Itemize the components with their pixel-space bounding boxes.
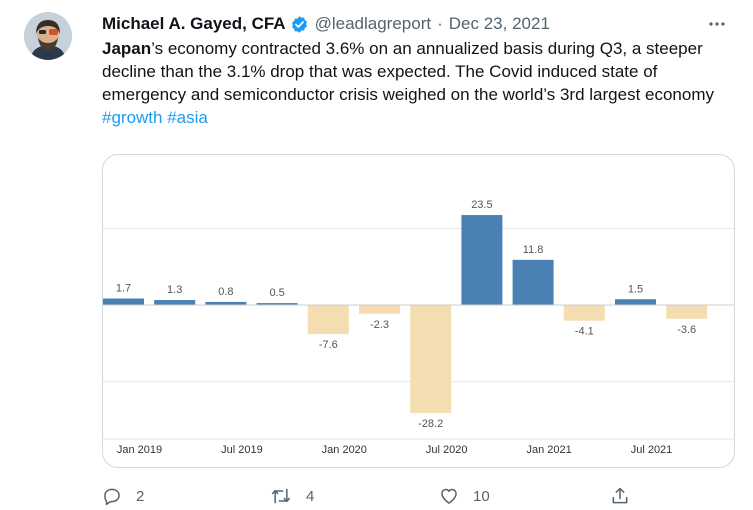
bar-value-label: -2.3 bbox=[370, 319, 389, 331]
bar bbox=[461, 215, 503, 305]
author-handle[interactable]: @leadlagreport bbox=[314, 14, 432, 33]
x-tick-label: Jul 2021 bbox=[631, 444, 673, 456]
author-name[interactable]: Michael A. Gayed, CFA bbox=[102, 14, 286, 33]
bar bbox=[359, 305, 400, 314]
heart-icon bbox=[441, 488, 457, 504]
x-tick-label: Jul 2019 bbox=[221, 444, 263, 456]
reply-icon bbox=[104, 488, 120, 506]
bar-value-label: 0.8 bbox=[218, 286, 233, 298]
bar-value-label: 11.8 bbox=[523, 244, 544, 256]
tweet-text: Japan’s economy contracted 3.6% on an an… bbox=[102, 37, 742, 129]
media-card[interactable]: 1.7 1.3 0.8 0.5 -7.6 -2.3 -28.2 23.5 11.8 -4.1 1.5… bbox=[102, 154, 735, 468]
bar-value-label: 1.5 bbox=[628, 283, 643, 295]
bar bbox=[615, 299, 656, 305]
more-options-icon[interactable] bbox=[707, 14, 727, 39]
tweet-header: Michael A. Gayed, CFA @leadlagreport · D… bbox=[102, 12, 733, 36]
bar bbox=[256, 303, 298, 305]
bar bbox=[410, 305, 452, 413]
x-tick-label: Jan 2019 bbox=[117, 444, 162, 456]
bar-value-label: -7.6 bbox=[319, 339, 338, 351]
bar-value-label: 0.5 bbox=[269, 287, 284, 299]
bar-value-label: 1.7 bbox=[116, 282, 131, 294]
avatar-image bbox=[24, 12, 72, 60]
hashtag-growth[interactable]: #growth bbox=[102, 108, 163, 127]
bar bbox=[103, 298, 144, 305]
bar-value-label: 1.3 bbox=[167, 284, 182, 296]
hashtag-asia[interactable]: #asia bbox=[167, 108, 208, 127]
x-tick-label: Jan 2021 bbox=[526, 444, 571, 456]
share-icon bbox=[612, 487, 628, 504]
separator-dot: · bbox=[437, 14, 443, 33]
bar bbox=[154, 300, 196, 305]
tweet-date[interactable]: Dec 23, 2021 bbox=[448, 14, 550, 33]
avatar[interactable] bbox=[24, 12, 72, 60]
bar bbox=[563, 305, 605, 321]
share-button[interactable] bbox=[610, 486, 630, 506]
like-count: 10 bbox=[473, 487, 490, 505]
reply-button[interactable]: 2 bbox=[102, 486, 144, 506]
like-button[interactable]: 10 bbox=[439, 486, 490, 506]
bar bbox=[666, 305, 708, 319]
x-tick-label: Jul 2020 bbox=[426, 444, 468, 456]
verified-badge-icon bbox=[290, 15, 309, 34]
bar bbox=[205, 301, 247, 305]
tweet-actions: 2 4 10 bbox=[102, 486, 642, 510]
retweet-icon bbox=[271, 488, 291, 504]
bar-value-label: -3.6 bbox=[677, 324, 696, 336]
bar-value-label: -28.2 bbox=[418, 418, 443, 430]
tweet-text-body: ’s economy contracted 3.6% on an annuali… bbox=[102, 39, 714, 104]
reply-count: 2 bbox=[136, 487, 145, 505]
x-tick-label: Jan 2020 bbox=[322, 444, 367, 456]
bar bbox=[307, 305, 349, 335]
bar-value-label: -4.1 bbox=[575, 326, 594, 338]
gdp-bar-chart: 1.7 1.3 0.8 0.5 -7.6 -2.3 -28.2 23.5 11.8 -4.1 1.5… bbox=[103, 199, 734, 456]
retweet-count: 4 bbox=[306, 487, 315, 505]
tweet-text-bold: Japan bbox=[102, 39, 152, 58]
retweet-button[interactable]: 4 bbox=[270, 486, 314, 506]
bar-value-label: 23.5 bbox=[471, 199, 492, 211]
bar bbox=[512, 259, 554, 305]
